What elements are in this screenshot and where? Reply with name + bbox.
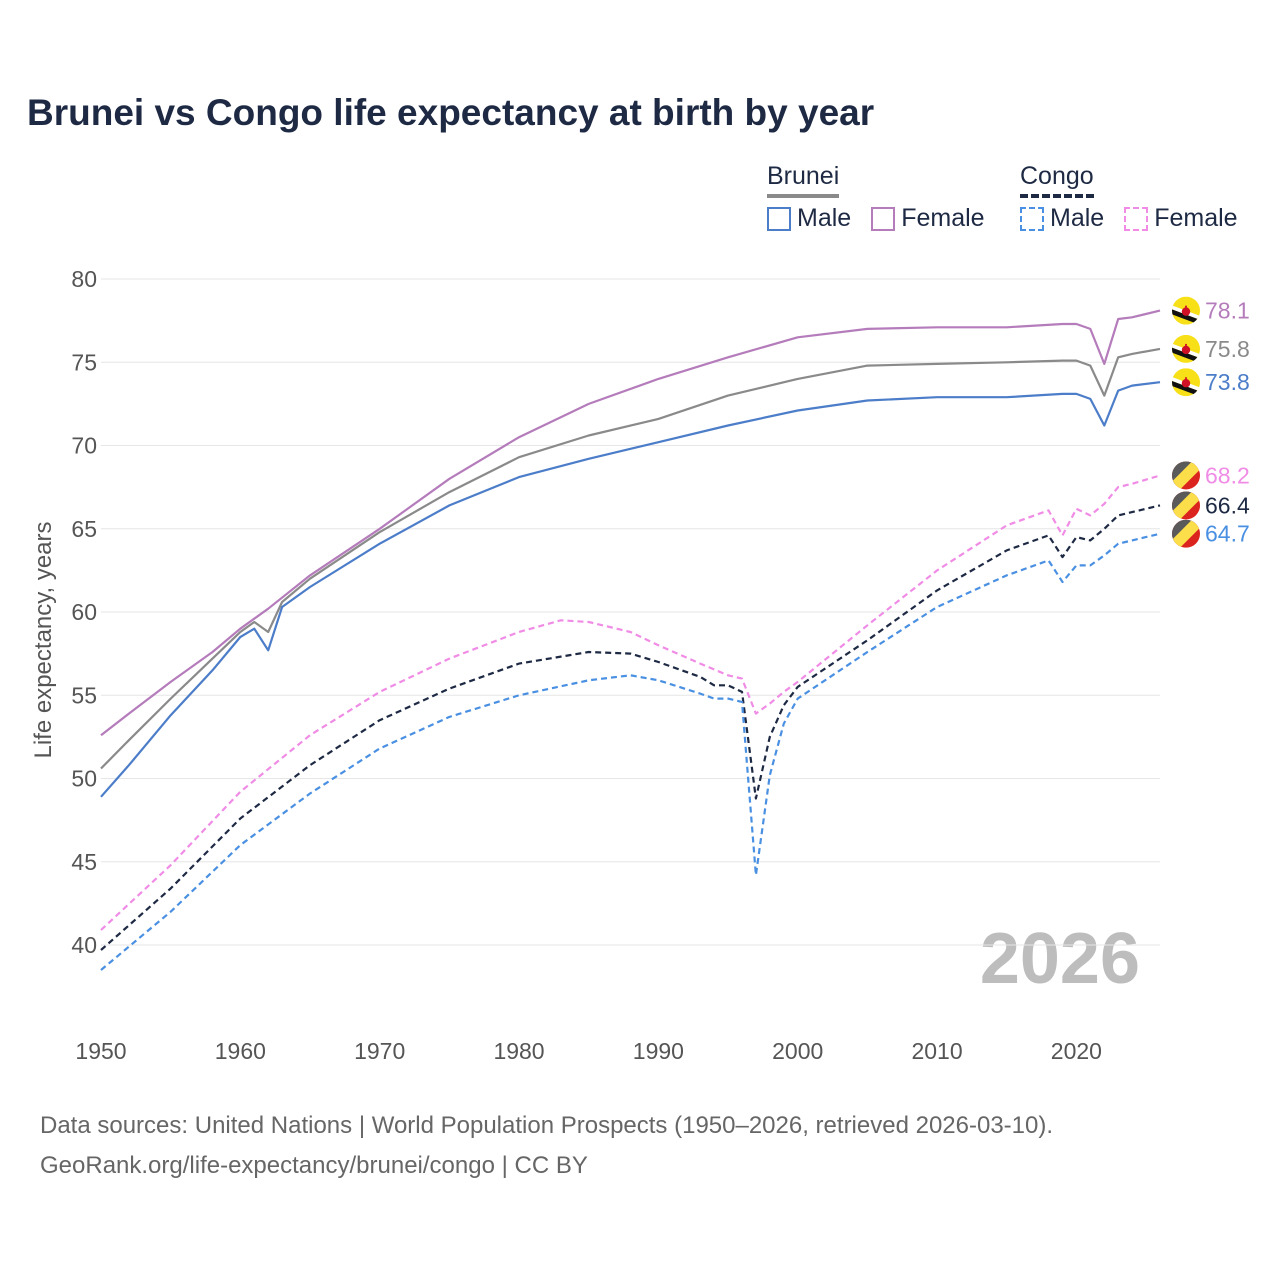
y-tick-label: 60 bbox=[71, 599, 97, 625]
life-expectancy-chart: 2026 40 45 50 55 60 65 70 75 80 1950 1960 1970 1980… bbox=[30, 266, 1250, 1064]
end-label-congo_total: 66.4 bbox=[1205, 492, 1250, 518]
x-tick-label: 1980 bbox=[493, 1038, 544, 1064]
x-tick-label: 2000 bbox=[772, 1038, 823, 1064]
congo-flag-icon bbox=[1172, 520, 1200, 548]
x-tick-label: 1960 bbox=[215, 1038, 266, 1064]
congo-flag-icon bbox=[1172, 491, 1200, 519]
legend-brunei-female[interactable]: Female bbox=[871, 204, 985, 233]
legend-congo-male[interactable]: Male bbox=[1020, 204, 1104, 233]
year-watermark: 2026 bbox=[980, 919, 1140, 999]
footer-sources: Data sources: United Nations | World Pop… bbox=[40, 1112, 1054, 1139]
legend-swatch-congo-male bbox=[1020, 206, 1044, 231]
footer-credit: GeoRank.org/life-expectancy/brunei/congo… bbox=[40, 1152, 588, 1179]
legend-congo-female-label: Female bbox=[1154, 204, 1238, 232]
end-label-congo_male: 64.7 bbox=[1205, 521, 1250, 547]
legend-brunei-male-label: Male bbox=[797, 204, 852, 232]
x-tick-label: 2010 bbox=[911, 1038, 962, 1064]
end-label-brunei_female: 78.1 bbox=[1205, 298, 1250, 324]
y-tick-label: 40 bbox=[71, 932, 97, 958]
legend-swatch-congo-female bbox=[1124, 206, 1149, 231]
end-label-brunei_total: 75.8 bbox=[1205, 336, 1250, 362]
footer: Data sources: United Nations | World Pop… bbox=[40, 1106, 1053, 1186]
y-tick-label: 50 bbox=[71, 766, 97, 792]
legend-congo-female[interactable]: Female bbox=[1124, 204, 1238, 233]
y-tick-label: 70 bbox=[71, 433, 97, 459]
legend-swatch-brunei-female bbox=[871, 206, 896, 231]
x-tick-label: 1970 bbox=[354, 1038, 405, 1064]
series-line-congo_male bbox=[100, 532, 1161, 971]
legend-congo-male-label: Male bbox=[1050, 204, 1105, 232]
y-tick-label: 55 bbox=[71, 682, 97, 708]
legend-congo-heading: Congo bbox=[1020, 162, 1094, 198]
legend-brunei-heading: Brunei bbox=[767, 162, 840, 198]
series-line-brunei_female bbox=[100, 309, 1161, 737]
chart-title: Brunei vs Congo life expectancy at birth… bbox=[27, 92, 875, 133]
y-tick-label: 80 bbox=[71, 266, 97, 292]
series-line-brunei_total bbox=[100, 347, 1161, 770]
y-axis-title: Life expectancy, years bbox=[30, 521, 57, 758]
congo-flag-icon bbox=[1172, 461, 1200, 489]
brunei-flag-icon bbox=[1170, 368, 1202, 397]
x-tick-label: 2020 bbox=[1051, 1038, 1102, 1064]
legend-brunei: Brunei Male Female bbox=[767, 162, 985, 232]
brunei-flag-icon bbox=[1170, 335, 1202, 364]
legend-brunei-male[interactable]: Male bbox=[767, 204, 851, 233]
y-tick-label: 75 bbox=[71, 349, 97, 375]
legend-congo: Congo Male Female bbox=[1020, 162, 1238, 232]
x-tick-label: 1950 bbox=[75, 1038, 126, 1064]
series-line-brunei_male bbox=[100, 381, 1161, 798]
end-label-congo_female: 68.2 bbox=[1205, 462, 1250, 488]
y-tick-label: 45 bbox=[71, 849, 97, 875]
brunei-flag-icon bbox=[1170, 297, 1202, 326]
legend-swatch-brunei-male bbox=[767, 206, 791, 231]
end-label-brunei_male: 73.8 bbox=[1205, 369, 1250, 395]
series-line-congo_female bbox=[100, 474, 1161, 931]
x-tick-label: 1990 bbox=[633, 1038, 684, 1064]
y-tick-label: 65 bbox=[71, 516, 97, 542]
series-line-congo_total bbox=[100, 504, 1161, 951]
legend-brunei-female-label: Female bbox=[901, 204, 985, 232]
